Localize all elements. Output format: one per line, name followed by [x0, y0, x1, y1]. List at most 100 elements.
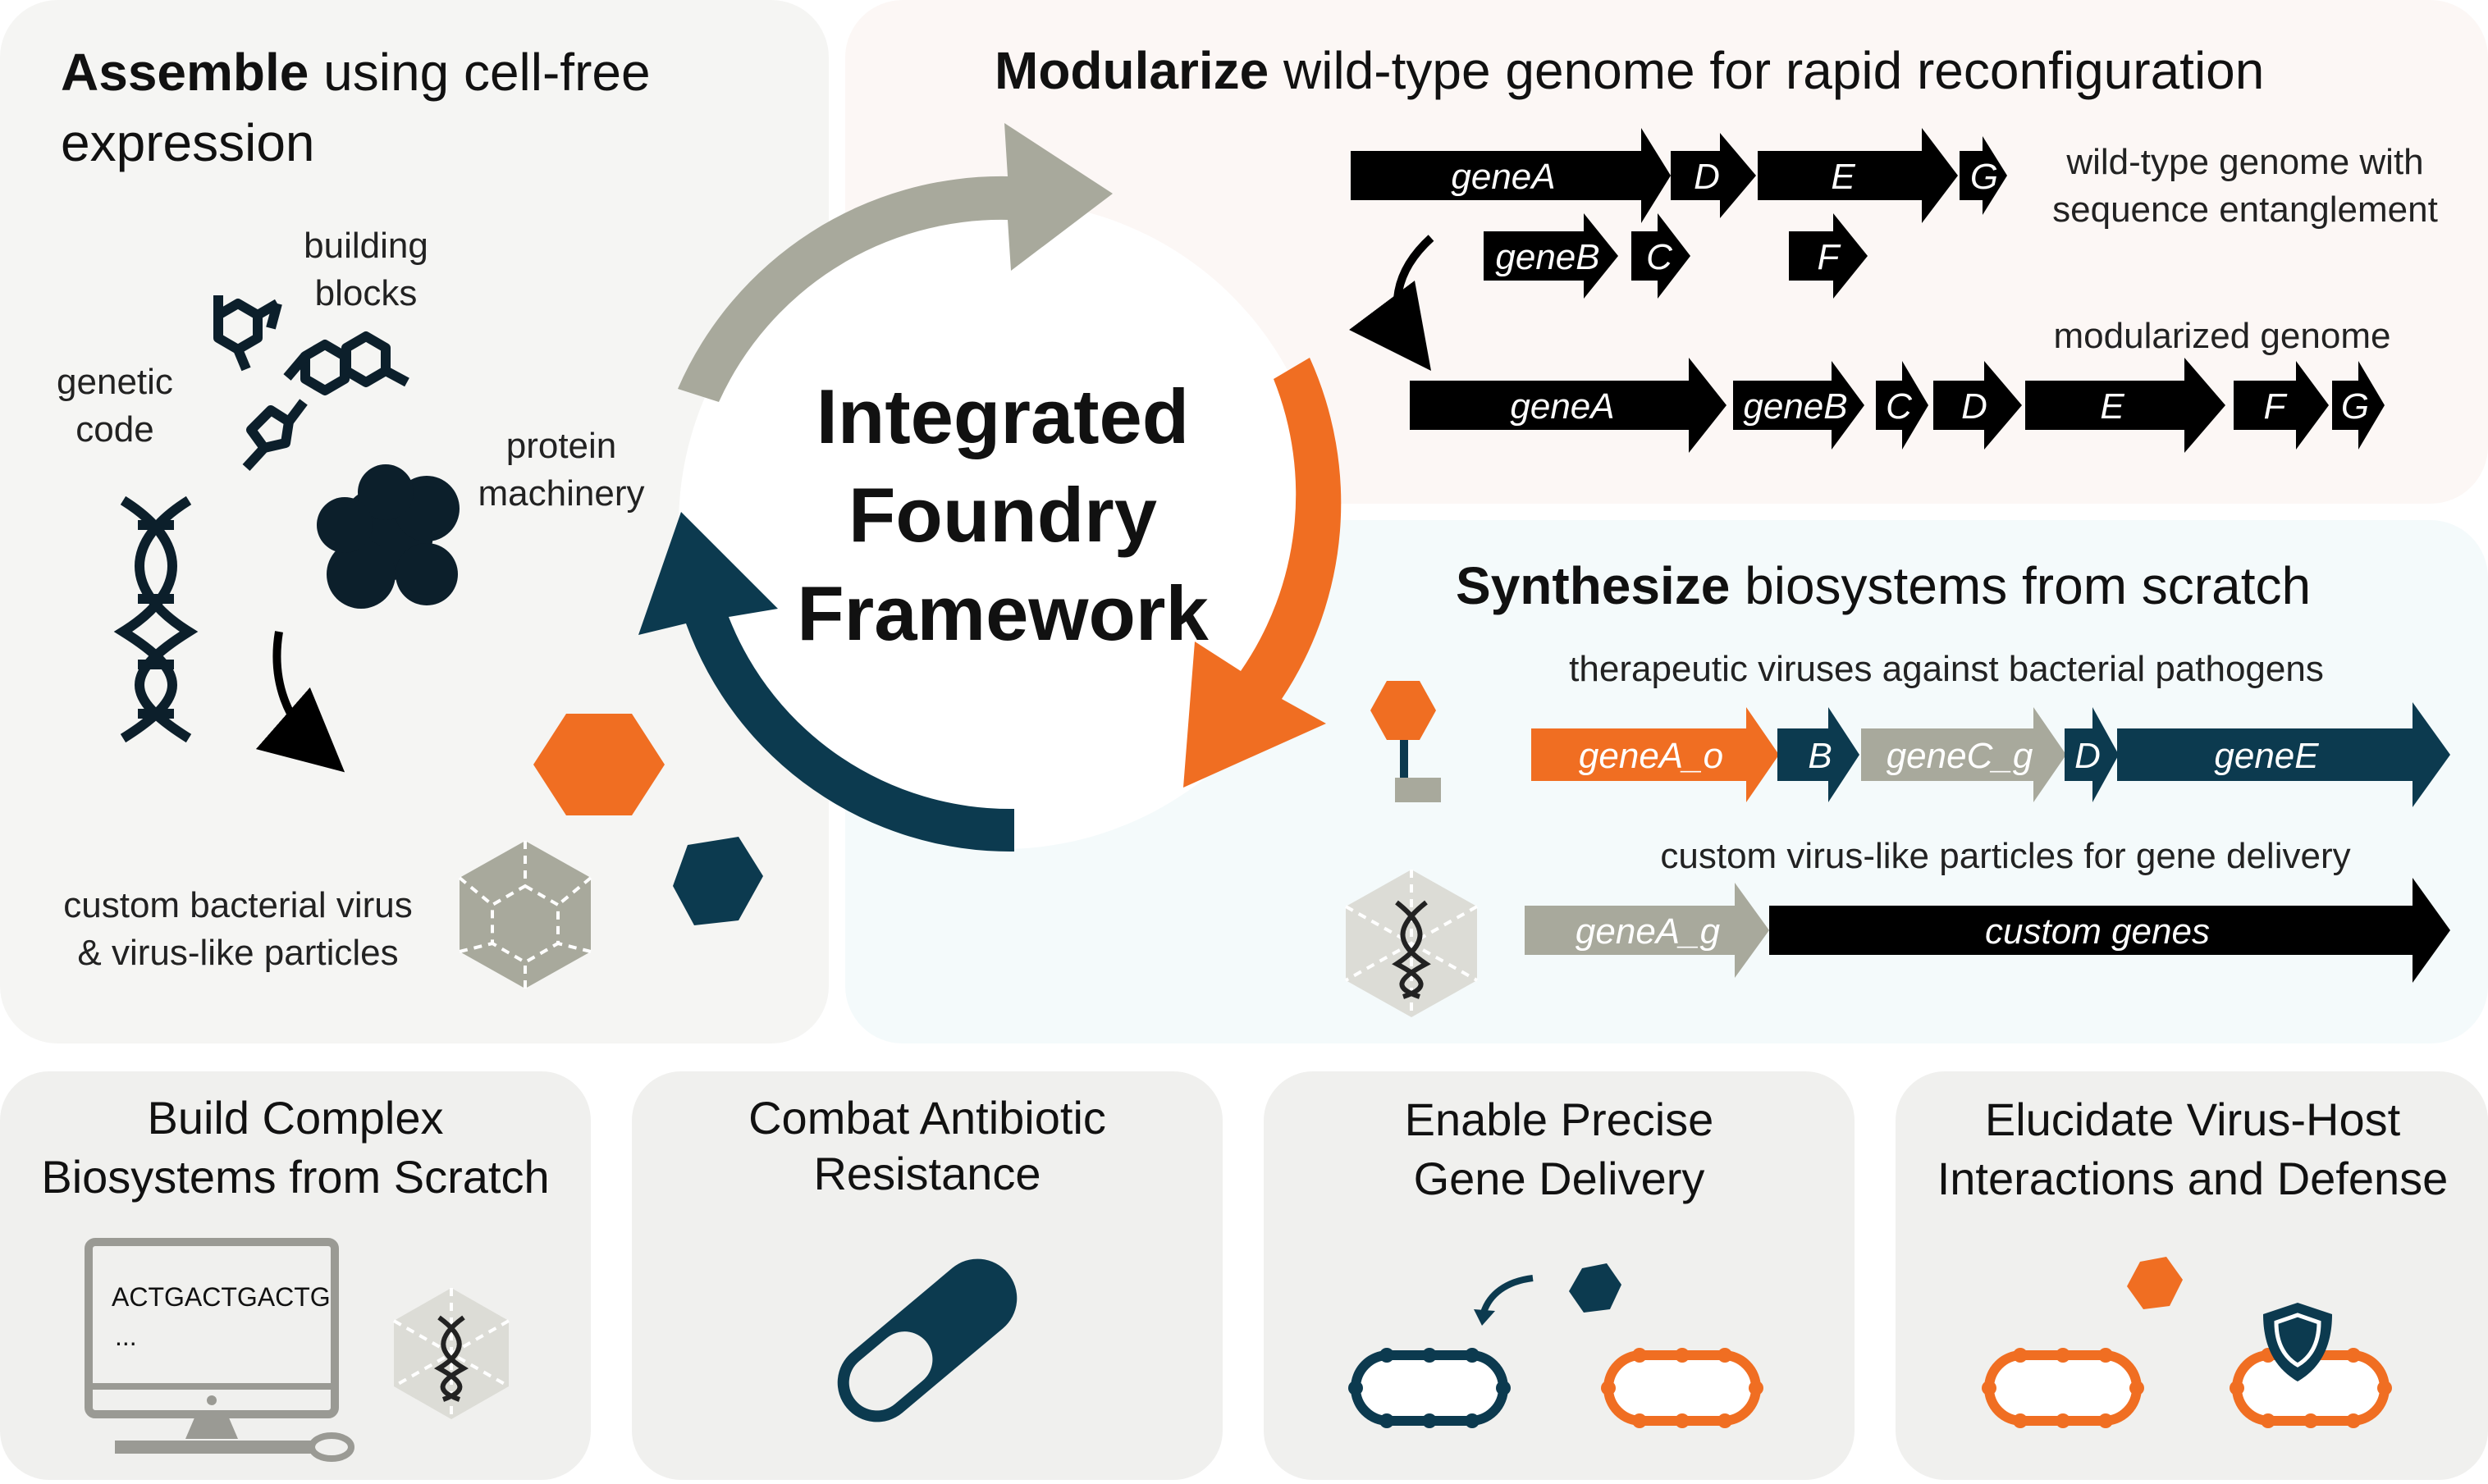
modularize-title: Modularize wild-type genome for rapid re… [995, 41, 2264, 100]
therapeutic-genome: geneA_o B geneC_g D geneE [1531, 702, 2450, 807]
assemble-title-line2: expression [61, 113, 315, 172]
therapeutic-label: therapeutic viruses against bacterial pa… [1569, 649, 2324, 689]
vlp-label: custom virus-like particles for gene del… [1660, 836, 2350, 876]
phage-icon [1370, 681, 1441, 802]
vlp-gene-a-label: geneA_g [1576, 911, 1721, 952]
mod-gene-c-arrow [1876, 361, 1928, 450]
modularize-title-bold: Modularize [995, 41, 1269, 100]
assemble-title: Assemble using cell-free [61, 43, 651, 102]
combat-title-1: Combat Antibiotic [748, 1092, 1106, 1144]
dna-sequence-ellipsis: ... [115, 1322, 137, 1351]
vlp-capsid-icon [1345, 870, 1478, 1017]
ther-gene-b-label: B [1808, 736, 1832, 776]
center-line-2: Foundry [848, 472, 1157, 558]
grey-capsid-icon [458, 841, 592, 989]
mod-gene-c-label: C [1886, 386, 1913, 427]
build-title-2: Biosystems from Scratch [41, 1151, 549, 1203]
wt-gene-c-label: C [1646, 237, 1673, 277]
vlp-custom-genes-arrow [1769, 878, 2450, 983]
enable-curved-arrow [1480, 1275, 1534, 1314]
elucidate-title-1: Elucidate Virus-Host [1985, 1094, 2401, 1145]
wildtype-label-1: wild-type genome with [2065, 142, 2423, 182]
wildtype-genome: geneA D E G geneB C F [1351, 128, 2007, 299]
dna-icon [113, 495, 199, 743]
assemble-curved-arrow [255, 631, 345, 773]
modularize-curved-arrow [1349, 235, 1434, 372]
molecule-icon [213, 295, 409, 472]
wt-gene-a-arrow [1351, 128, 1671, 223]
mod-gene-b-label: geneB [1743, 386, 1847, 427]
dna-sequence-text: ACTGACTGACTG [112, 1282, 331, 1312]
modularized-genome: geneA geneB C D E F G [1410, 358, 2385, 453]
mod-gene-f-arrow [2234, 361, 2329, 450]
assemble-title-bold: Assemble [61, 43, 309, 102]
mod-gene-f-label: F [2264, 386, 2288, 427]
cycle-arrow-navy [638, 512, 1014, 852]
wt-gene-g-arrow [1960, 136, 2007, 215]
enable-arrowhead [1474, 1309, 1495, 1326]
build-capsid-icon [393, 1288, 510, 1419]
wt-gene-b-arrow [1484, 213, 1618, 299]
ther-gene-d-arrow [2065, 707, 2119, 802]
custom-virus-label-2: & virus-like particles [77, 933, 398, 973]
genetic-code-label-1: genetic [57, 362, 173, 402]
center-line-1: Integrated [816, 373, 1189, 459]
cycle-arrow-orange [1183, 358, 1342, 788]
wt-gene-e-arrow [1758, 128, 1958, 223]
enable-title-1: Enable Precise [1405, 1094, 1714, 1145]
ther-gene-d-label: D [2074, 736, 2101, 776]
wt-gene-f-arrow [1789, 213, 1868, 299]
mod-gene-b-arrow [1733, 361, 1864, 450]
center-circle [679, 201, 1327, 849]
building-blocks-label-1: building [304, 226, 428, 266]
elucidate-hexagon-icon [2127, 1257, 2183, 1309]
genetic-code-label-2: code [75, 409, 153, 450]
wt-gene-g-label: G [1970, 157, 1998, 197]
protein-machinery-label-1: protein [506, 426, 617, 466]
ther-gene-b-arrow [1777, 707, 1859, 802]
shield-icon [2263, 1303, 2332, 1381]
wt-gene-d-label: D [1694, 157, 1720, 197]
build-title-1: Build Complex [147, 1092, 443, 1144]
wt-gene-a-label: geneA [1451, 157, 1555, 197]
wildtype-label-2: sequence entanglement [2052, 189, 2438, 230]
navy-hexagon-icon [673, 837, 763, 925]
combat-title-2: Resistance [813, 1148, 1040, 1199]
center-line-3: Framework [797, 570, 1209, 656]
navy-bacterium-icon [1348, 1348, 1511, 1428]
synthesize-title: Synthesize biosystems from scratch [1456, 556, 2311, 615]
ther-gene-e-arrow [2117, 702, 2450, 807]
wt-gene-b-label: geneB [1495, 237, 1599, 277]
custom-virus-label-1: custom bacterial virus [63, 885, 412, 925]
cycle-arrow-grey [678, 123, 1113, 402]
mod-gene-e-label: E [2100, 386, 2124, 427]
elucidate-title-2: Interactions and Defense [1937, 1153, 2449, 1204]
mod-gene-a-arrow [1410, 358, 1727, 453]
assemble-title-rest: using cell-free [309, 43, 650, 102]
enable-hexagon-icon [1569, 1263, 1621, 1313]
mod-gene-e-arrow [2025, 358, 2225, 453]
mod-gene-g-label: G [2341, 386, 2369, 427]
building-blocks-label-2: blocks [315, 273, 418, 313]
vlp-gene-a-arrow [1525, 883, 1769, 978]
synthesize-title-bold: Synthesize [1456, 556, 1730, 615]
pill-icon [837, 1258, 1018, 1422]
ther-gene-c-arrow [1861, 707, 2066, 802]
ther-gene-a-label: geneA_o [1579, 736, 1723, 776]
enable-title-2: Gene Delivery [1414, 1153, 1705, 1204]
modular-label: modularized genome [2054, 316, 2391, 356]
mod-gene-g-arrow [2332, 361, 2385, 450]
vlp-custom-genes-label: custom genes [1985, 911, 2210, 952]
wt-gene-d-arrow [1671, 133, 1756, 218]
wt-gene-e-label: E [1831, 157, 1855, 197]
orange-hexagon-icon [533, 714, 665, 815]
mod-gene-d-label: D [1961, 386, 1987, 427]
wt-gene-f-label: F [1818, 237, 1841, 277]
vlp-genome: geneA_g custom genes [1525, 878, 2450, 983]
panel-combat [632, 1071, 1223, 1480]
mod-gene-d-arrow [1933, 361, 2022, 450]
wt-gene-c-arrow [1631, 213, 1690, 299]
ther-gene-c-label: geneC_g [1887, 736, 2033, 776]
ther-gene-a-arrow [1531, 707, 1779, 802]
